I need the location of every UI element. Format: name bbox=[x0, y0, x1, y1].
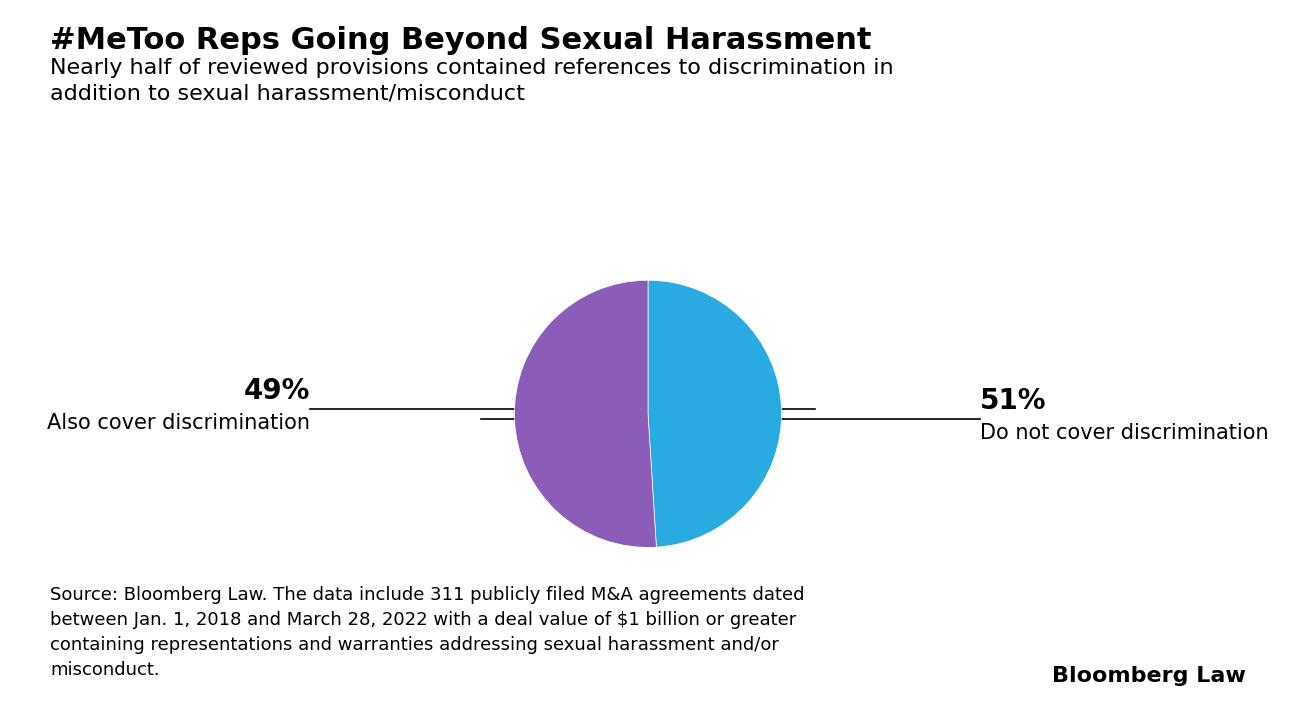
Wedge shape bbox=[648, 280, 781, 547]
Text: Also cover discrimination: Also cover discrimination bbox=[47, 412, 310, 433]
Text: 51%: 51% bbox=[980, 387, 1046, 415]
Text: Bloomberg Law: Bloomberg Law bbox=[1052, 666, 1245, 686]
Text: Source: Bloomberg Law. The data include 311 publicly filed M&A agreements dated
: Source: Bloomberg Law. The data include … bbox=[51, 586, 805, 679]
Text: Do not cover discrimination: Do not cover discrimination bbox=[980, 423, 1269, 443]
Text: Nearly half of reviewed provisions contained references to discrimination in
add: Nearly half of reviewed provisions conta… bbox=[51, 58, 894, 104]
Wedge shape bbox=[515, 280, 656, 547]
Text: 49%: 49% bbox=[244, 377, 310, 404]
Text: #MeToo Reps Going Beyond Sexual Harassment: #MeToo Reps Going Beyond Sexual Harassme… bbox=[51, 26, 871, 55]
